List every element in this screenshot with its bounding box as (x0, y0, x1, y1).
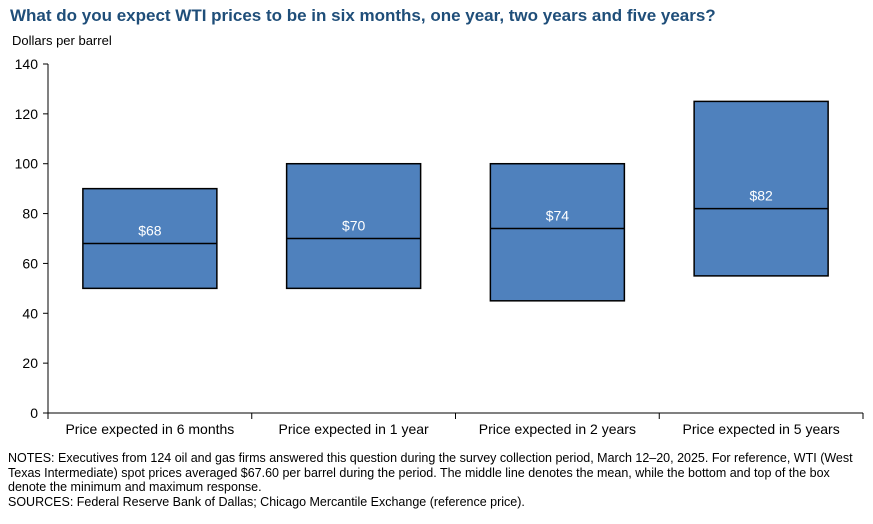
x-category-label: Price expected in 5 years (683, 421, 840, 437)
y-tick-label: 0 (30, 405, 38, 421)
y-tick-label: 80 (22, 206, 38, 222)
notes-block: NOTES: Executives from 124 oil and gas f… (8, 451, 868, 509)
y-tick-label: 60 (22, 255, 38, 271)
chart-title: What do you expect WTI prices to be in s… (10, 6, 716, 25)
notes-text: NOTES: Executives from 124 oil and gas f… (8, 451, 853, 494)
y-tick-label: 20 (22, 355, 38, 371)
mean-data-label: $70 (342, 218, 366, 234)
range-box (285, 162, 422, 290)
mean-data-label: $74 (546, 208, 570, 224)
chart-canvas: 0 20 40 60 80 100 120 140 $68 Price expected in 6… (15, 56, 864, 437)
y-axis-unit-label: Dollars per barrel (12, 33, 112, 48)
y-tick-label: 140 (15, 56, 39, 72)
x-category-label: Price expected in 6 months (65, 421, 234, 437)
y-tick-label: 100 (15, 156, 39, 172)
x-category-label: Price expected in 1 year (279, 421, 430, 437)
range-box (82, 187, 218, 290)
x-category-label: Price expected in 2 years (479, 421, 636, 437)
mean-data-label: $68 (138, 222, 162, 238)
range-box (489, 162, 626, 302)
y-tick-label: 40 (22, 305, 38, 321)
y-tick-label: 120 (15, 106, 39, 122)
sources-text: SOURCES: Federal Reserve Bank of Dallas;… (8, 494, 525, 509)
range-box (693, 100, 829, 277)
mean-data-label: $82 (749, 188, 773, 204)
